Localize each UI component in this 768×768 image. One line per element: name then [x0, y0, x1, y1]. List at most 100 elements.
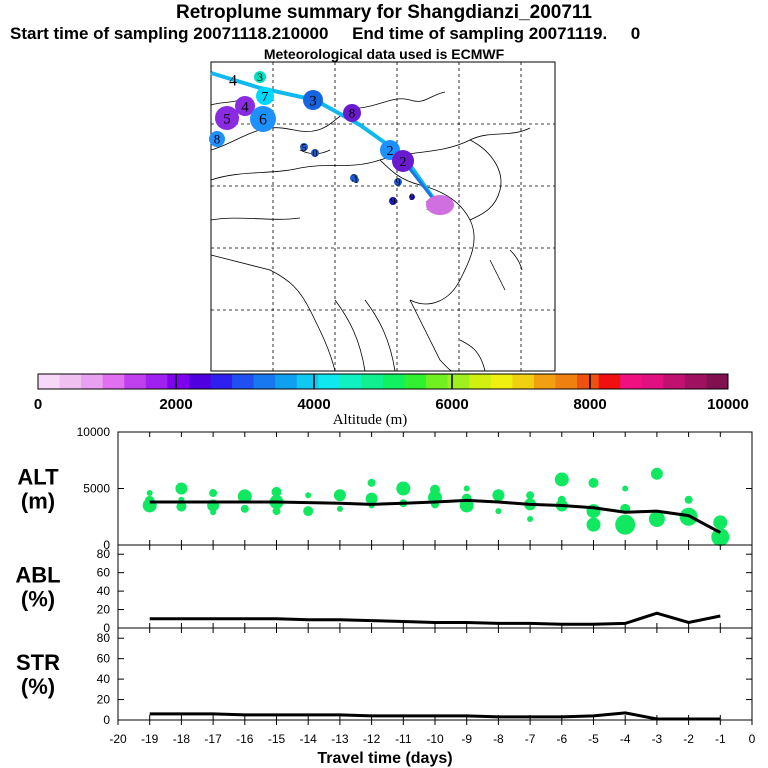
- colorbar-swatch: [167, 374, 190, 389]
- x-tick-label: -9: [461, 732, 472, 746]
- x-tick-label: -3: [652, 732, 663, 746]
- colorbar-swatch: [555, 374, 578, 389]
- alt-scatter-point: [615, 514, 636, 535]
- colorbar-swatch: [232, 374, 255, 389]
- y-tick-label: 40: [97, 672, 111, 686]
- y-tick-label: 80: [97, 547, 111, 561]
- colorbar-tick-label: 2000: [159, 396, 192, 413]
- x-tick-label: -7: [525, 732, 536, 746]
- panel-ylabel-unit: (%): [21, 674, 55, 699]
- colorbar-swatch: [145, 374, 168, 389]
- map-marker-circle: [235, 96, 255, 116]
- alt-scatter-point: [336, 505, 343, 512]
- x-tick-label: -19: [141, 732, 159, 746]
- colorbar-swatch: [426, 374, 449, 389]
- series-line: [149, 611, 721, 626]
- map-marker-circle: [254, 71, 266, 83]
- colorbar-tick-label: 6000: [435, 396, 468, 413]
- alt-scatter-point: [303, 506, 314, 517]
- alt-scatter-point: [527, 516, 534, 523]
- colorbar-swatch: [620, 374, 643, 389]
- colorbar-label: Altitude (m): [333, 412, 408, 428]
- alt-scatter-point: [175, 482, 188, 495]
- y-tick-label: 0: [103, 621, 110, 635]
- y-tick-label: 20: [97, 693, 111, 707]
- x-tick-label: -20: [109, 732, 127, 746]
- colorbar-swatch: [59, 374, 82, 389]
- colorbar-tick-label: 10000: [707, 396, 749, 413]
- x-tick-label: -4: [620, 732, 631, 746]
- colorbar-swatch: [383, 374, 406, 389]
- x-tick-label: -17: [204, 732, 222, 746]
- panel-ylabel: ABL: [15, 563, 60, 588]
- map-marker-label: 8: [214, 132, 221, 147]
- alt-scatter-point: [142, 498, 157, 513]
- colorbar-swatch: [577, 374, 600, 389]
- alt-scatter-point: [463, 485, 470, 492]
- panel-frame: [117, 627, 753, 721]
- map-marker-label: 3: [257, 70, 263, 84]
- alt-scatter-point: [622, 485, 629, 492]
- series-line: [149, 711, 721, 721]
- map-marker-label: 4: [229, 73, 237, 90]
- map-marker-circle: [394, 178, 402, 186]
- map-marker-circle: [343, 104, 361, 122]
- alt-scatter-point: [237, 489, 252, 504]
- colorbar-tick-label: 0: [34, 396, 42, 413]
- map-marker-circle: [311, 149, 319, 157]
- colorbar-swatch: [361, 374, 384, 389]
- map-marker-circle: [392, 150, 414, 172]
- colorbar-swatch: [81, 374, 104, 389]
- meteo-subtitle: Meteorological data used is ECMWF: [263, 46, 505, 62]
- colorbar-swatch: [296, 374, 319, 389]
- y-tick-label: 40: [97, 584, 111, 598]
- alt-scatter-point: [711, 528, 730, 547]
- map-marker-label: 3: [309, 93, 317, 109]
- alt-scatter-point: [396, 481, 411, 496]
- x-tick-label: -6: [556, 732, 567, 746]
- y-tick-label: 60: [97, 566, 111, 580]
- alt-scatter-point: [526, 491, 535, 500]
- altitude-colorbar: [37, 373, 729, 390]
- x-tick-label: -12: [363, 732, 381, 746]
- y-tick-label: 20: [97, 603, 111, 617]
- x-tick-label: -18: [173, 732, 191, 746]
- series-line: [149, 498, 722, 534]
- x-tick-label: -14: [300, 732, 318, 746]
- colorbar-swatch: [663, 374, 686, 389]
- colorbar-tick-labels: 0 2000 4000 6000 8000 10000: [34, 374, 749, 413]
- y-tick-label: 10000: [77, 425, 111, 439]
- colorbar-swatch: [533, 374, 556, 389]
- map-marker-label: 5: [301, 142, 307, 154]
- x-axis-label: Travel time (days): [317, 750, 452, 767]
- map-marker-circle: [209, 131, 225, 147]
- alt-scatter-point: [272, 507, 281, 516]
- colorbar-swatch: [641, 374, 664, 389]
- alt-scatter-point: [650, 467, 663, 480]
- map-marker-circle: [256, 87, 274, 105]
- map-marker-circle: [409, 194, 415, 200]
- alt-scatter-point: [146, 490, 153, 497]
- map-marker-circle: [303, 90, 323, 110]
- alt-scatter-point: [176, 501, 187, 512]
- sampling-time-subtitle: Start time of sampling 20071118.210000 E…: [10, 24, 641, 43]
- alt-scatter-point: [586, 517, 601, 532]
- y-tick-label: 0: [103, 538, 110, 552]
- map-marker-label: 9: [410, 192, 415, 202]
- colorbar-swatch: [253, 374, 276, 389]
- map-marker-label: 9: [391, 197, 396, 208]
- colorbar-swatch: [490, 374, 513, 389]
- map-marker-label: 0: [313, 149, 318, 160]
- y-tick-label: 60: [97, 652, 111, 666]
- map-marker-label: 2: [387, 144, 394, 159]
- chart-title: Retroplume summary for Shangdianzi_20071…: [175, 2, 593, 23]
- colorbar-swatch: [124, 374, 147, 389]
- colorbar-swatch: [469, 374, 492, 389]
- map-marker-circle: [300, 143, 308, 151]
- colorbar-swatch: [102, 374, 125, 389]
- panel-alt: ALT(m) 0 5000 10000: [17, 425, 753, 552]
- x-tick-label: -13: [331, 732, 349, 746]
- alt-scatter-point: [492, 489, 505, 502]
